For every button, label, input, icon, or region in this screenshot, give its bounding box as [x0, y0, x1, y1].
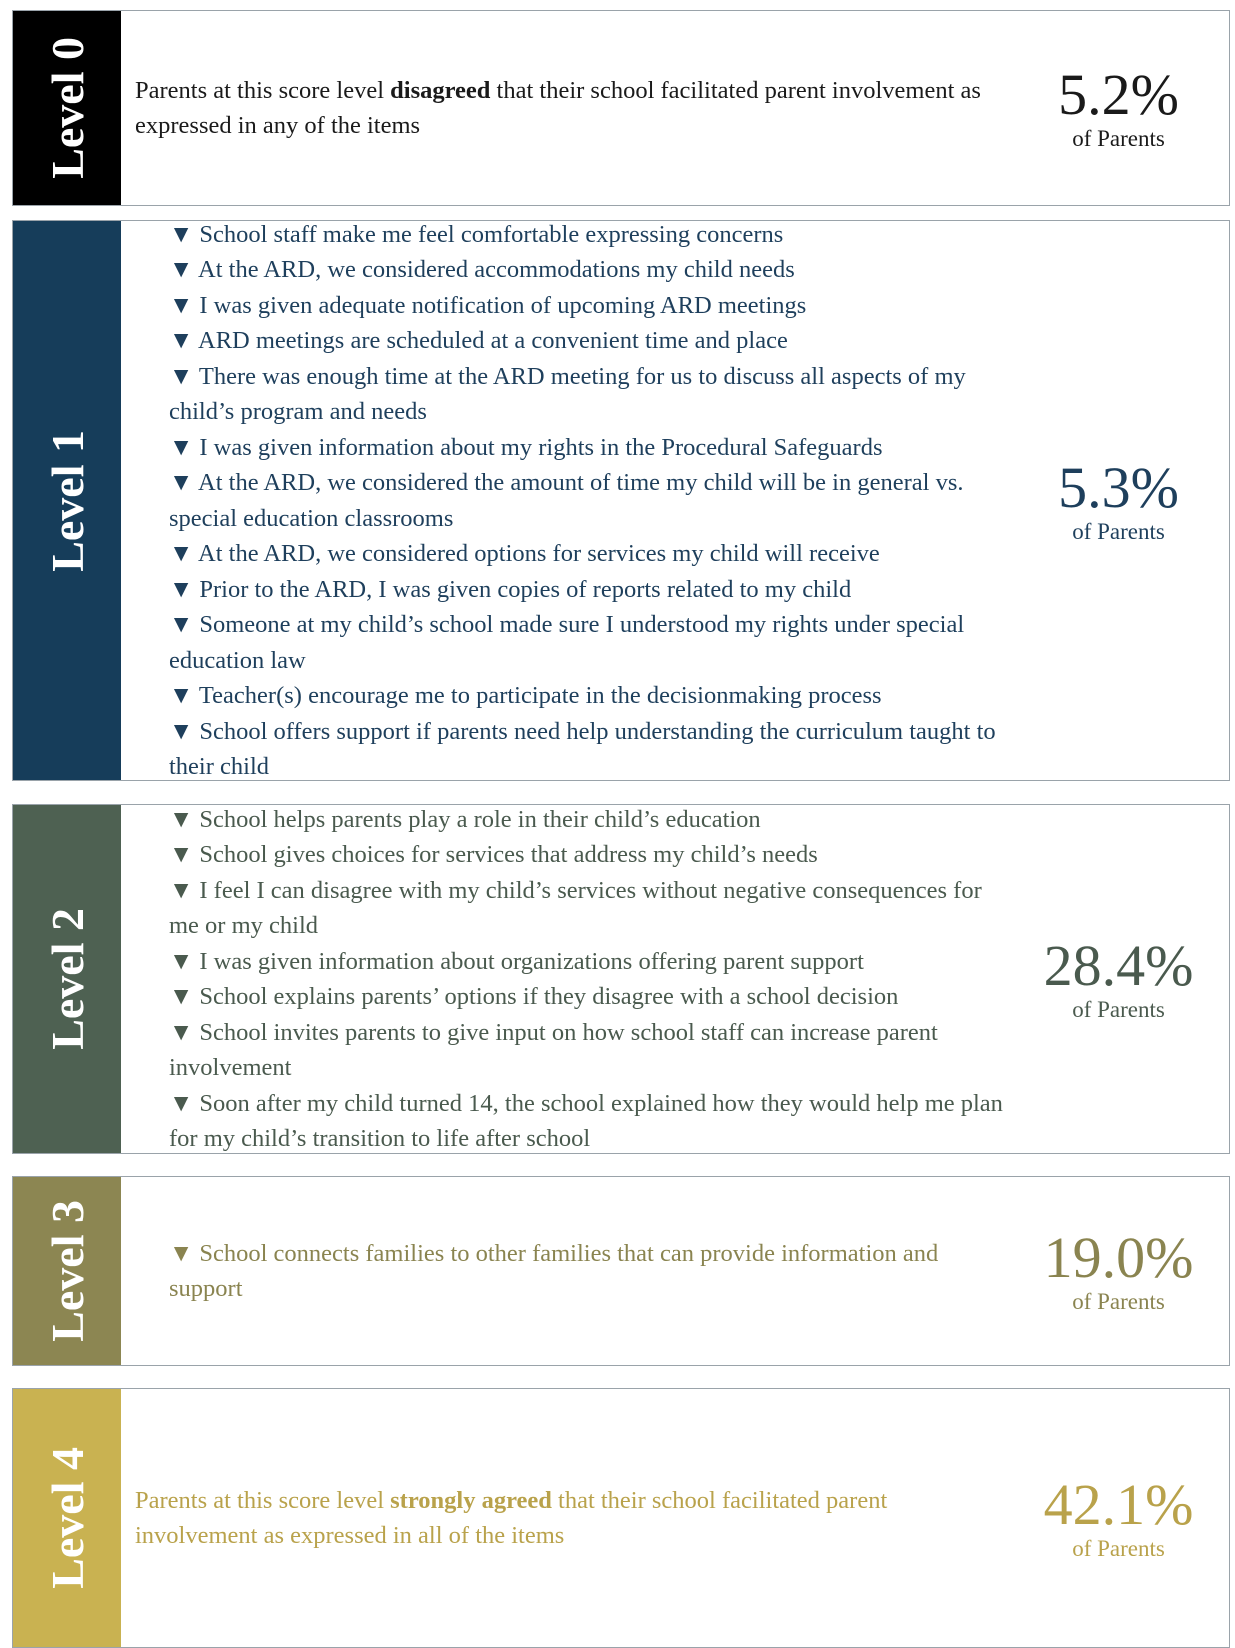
- level-stat: 42.1% of Parents: [1016, 1389, 1229, 1647]
- description-emphasis: disagreed: [390, 76, 491, 104]
- item: ▼ I feel I can disagree with my child’s …: [169, 876, 982, 940]
- description-text: that their school facilitated parent inv…: [135, 1486, 888, 1550]
- level-content: ▼ School connects families to other fami…: [121, 1177, 1016, 1365]
- percent-unit: of Parents: [1072, 518, 1165, 544]
- level-stat: 5.3% of Parents: [1016, 221, 1229, 780]
- item: ▼ At the ARD, we considered the amount o…: [169, 469, 964, 532]
- percent-unit: of Parents: [1072, 997, 1165, 1022]
- item: ▼ ARD meetings are scheduled at a conven…: [169, 327, 788, 354]
- level-stat: 5.2% of Parents: [1016, 11, 1229, 205]
- item: ▼ I was given adequate notification of u…: [169, 291, 807, 319]
- item: ▼ At the ARD, we considered options for …: [169, 540, 880, 567]
- level-content: ▼ School helps parents play a role in th…: [121, 805, 1016, 1153]
- level-stat: 28.4% of Parents: [1016, 805, 1229, 1153]
- item: ▼ I was given information about organiza…: [169, 947, 864, 975]
- percent: 19.0%: [1043, 1225, 1194, 1290]
- level-tab: Level 2: [13, 805, 121, 1153]
- item: ▼ I was given information about my right…: [169, 433, 883, 461]
- description-text: Parents at this score level: [135, 76, 391, 104]
- item: ▼ Teacher(s) encourage me to participate…: [169, 682, 882, 709]
- item: ▼ Soon after my child turned 14, the sch…: [169, 1089, 1003, 1153]
- level-label: Level 0: [41, 37, 93, 179]
- level-stat: 19.0% of Parents: [1016, 1177, 1229, 1365]
- description-text: Parents at this score level: [135, 1486, 391, 1514]
- item: ▼ School gives choices for services that…: [169, 841, 818, 868]
- level-row: Level 0 Parents at this score level disag…: [12, 10, 1230, 206]
- level-row: Level 2 ▼ School helps parents play a rol…: [12, 804, 1230, 1154]
- item: ▼ Someone at my child’s school made sure…: [169, 611, 965, 674]
- level-row: Level 1 ▼ School staff make me feel comfo…: [12, 220, 1230, 781]
- description: Parents at this score level disagreed th…: [135, 73, 1006, 144]
- percent: 5.2%: [1058, 62, 1179, 127]
- level-label: Level 3: [41, 1200, 93, 1342]
- level-label: Level 4: [41, 1447, 93, 1589]
- description-text: that their school facilitated parent inv…: [135, 76, 981, 140]
- item: ▼ Prior to the ARD, I was given copies o…: [169, 575, 852, 603]
- percent-unit: of Parents: [1072, 1536, 1165, 1561]
- level-tab: Level 1: [13, 221, 121, 780]
- level-row: Level 4 Parents at this score level stron…: [12, 1388, 1230, 1648]
- level-content: ▼ School staff make me feel comfortable …: [121, 221, 1016, 781]
- description-emphasis: strongly agreed: [390, 1486, 552, 1514]
- item: ▼ School explains parents’ options if th…: [169, 983, 899, 1010]
- level-tab: Level 4: [13, 1389, 121, 1647]
- percent: 28.4%: [1043, 933, 1194, 998]
- item: ▼ At the ARD, we considered accommodatio…: [169, 256, 795, 283]
- level-content: Parents at this score level disagreed th…: [121, 11, 1016, 205]
- item: ▼ School offers support if parents need …: [169, 717, 996, 781]
- level-tab: Level 0: [13, 11, 121, 205]
- description: Parents at this score level strongly agr…: [135, 1483, 1006, 1554]
- level-row: Level 3 ▼ School connects families to oth…: [12, 1176, 1230, 1366]
- level-label: Level 2: [41, 908, 93, 1050]
- level-label: Level 1: [41, 429, 93, 572]
- item: ▼ There was enough time at the ARD meeti…: [169, 362, 966, 426]
- item: ▼ School connects families to other fami…: [169, 1239, 939, 1303]
- item: ▼ School invites parents to give input o…: [169, 1018, 938, 1082]
- percent-unit: of Parents: [1072, 126, 1165, 151]
- level-tab: Level 3: [13, 1177, 121, 1365]
- percent: 42.1%: [1043, 1472, 1194, 1537]
- item: ▼ School helps parents play a role in th…: [169, 805, 761, 833]
- percent-unit: of Parents: [1072, 1289, 1165, 1314]
- percent: 5.3%: [1058, 454, 1179, 520]
- level-content: Parents at this score level strongly agr…: [121, 1389, 1016, 1647]
- item: ▼ School staff make me feel comfortable …: [169, 220, 784, 248]
